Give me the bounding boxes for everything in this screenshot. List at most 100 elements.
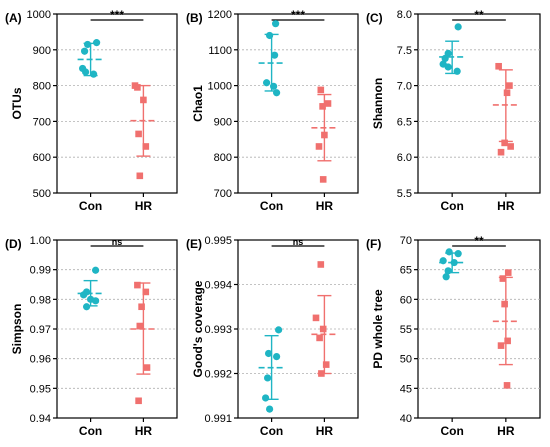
data-point bbox=[319, 103, 326, 110]
data-point bbox=[501, 139, 508, 147]
plot-frame bbox=[56, 13, 178, 194]
y-tick-label: 7.0 bbox=[397, 81, 412, 93]
data-point bbox=[83, 303, 91, 311]
data-point bbox=[266, 405, 274, 413]
group-hr bbox=[130, 82, 157, 180]
y-tick-label: 900 bbox=[33, 45, 51, 57]
data-point bbox=[318, 370, 325, 377]
data-point bbox=[319, 176, 327, 183]
data-point bbox=[321, 131, 328, 139]
y-tick-label: 7.5 bbox=[397, 45, 412, 57]
data-point bbox=[92, 297, 100, 305]
data-point bbox=[266, 31, 274, 40]
panel-c: 5.5 6.0 6.5 7.0 7.5 8.0 Con HR Shannon (C) ** bbox=[366, 8, 541, 213]
significance-label: ns bbox=[112, 237, 123, 247]
data-point bbox=[272, 20, 280, 28]
data-point bbox=[506, 82, 513, 89]
data-point bbox=[441, 54, 449, 62]
group-hr bbox=[492, 269, 519, 389]
plot-frame bbox=[237, 13, 359, 194]
panel-f: 40 45 50 55 60 65 70 Con HR PD whole tree (F) ** bbox=[366, 234, 541, 438]
data-point bbox=[90, 70, 98, 78]
data-point bbox=[312, 314, 320, 322]
x-tick-label: HR bbox=[135, 424, 153, 438]
data-point bbox=[82, 68, 90, 76]
panel-label: (E) bbox=[186, 237, 202, 251]
data-point bbox=[142, 288, 150, 296]
x-tick-label: Con bbox=[79, 424, 102, 438]
data-point bbox=[138, 303, 145, 311]
data-point bbox=[273, 89, 281, 97]
y-tick-label: 0.993 bbox=[204, 324, 232, 336]
data-point bbox=[501, 300, 508, 308]
y-tick-label: 6.5 bbox=[397, 116, 412, 128]
y-axis-label: Good's coverage bbox=[191, 280, 205, 377]
significance-label: *** bbox=[291, 8, 305, 22]
data-point bbox=[84, 40, 92, 49]
y-tick-label: 600 bbox=[33, 152, 51, 164]
data-point bbox=[273, 352, 281, 361]
panel-label: (D) bbox=[5, 237, 22, 251]
data-point bbox=[497, 148, 505, 156]
data-point bbox=[135, 130, 142, 138]
group-con bbox=[258, 20, 285, 97]
data-point bbox=[93, 39, 101, 47]
y-tick-label: 1000 bbox=[27, 9, 51, 21]
y-tick-label: 5.5 bbox=[397, 188, 412, 200]
data-point bbox=[503, 382, 511, 389]
y-tick-label: 0.994 bbox=[204, 280, 232, 292]
data-point bbox=[450, 258, 458, 267]
data-point bbox=[81, 47, 89, 55]
y-axis-label: Shannon bbox=[371, 78, 385, 129]
data-point bbox=[324, 100, 332, 107]
y-tick-label: 70 bbox=[400, 235, 412, 247]
group-con bbox=[258, 326, 285, 413]
panel-label: (A) bbox=[5, 11, 22, 25]
x-tick-label: HR bbox=[135, 199, 153, 213]
y-tick-label: 40 bbox=[400, 413, 412, 425]
x-tick-label: HR bbox=[497, 199, 515, 213]
data-point bbox=[499, 275, 507, 282]
panel-d: 0.94 0.95 0.96 0.97 0.98 0.99 1.00 Con HR Simpson… bbox=[5, 235, 178, 438]
data-point bbox=[503, 89, 511, 97]
data-point bbox=[136, 322, 144, 330]
y-tick-label: 700 bbox=[33, 116, 51, 128]
data-point bbox=[143, 364, 151, 371]
data-point bbox=[142, 143, 150, 150]
x-tick-label: Con bbox=[440, 199, 463, 213]
data-point bbox=[495, 62, 502, 70]
data-point bbox=[271, 51, 279, 59]
y-tick-label: 0.99 bbox=[30, 265, 51, 277]
data-point bbox=[136, 172, 144, 180]
group-con bbox=[439, 248, 466, 281]
x-tick-label: HR bbox=[316, 424, 334, 438]
significance-label: ns bbox=[293, 237, 304, 247]
data-point bbox=[453, 67, 461, 75]
y-tick-label: 1.00 bbox=[30, 235, 51, 247]
panel-label: (F) bbox=[366, 237, 381, 251]
data-point bbox=[317, 261, 325, 268]
y-tick-label: 1100 bbox=[208, 45, 232, 57]
data-point bbox=[316, 334, 323, 342]
data-point bbox=[80, 291, 88, 299]
y-tick-label: 1200 bbox=[208, 9, 232, 21]
y-axis-label: Chao1 bbox=[191, 85, 205, 122]
y-tick-label: 500 bbox=[33, 188, 51, 200]
group-hr bbox=[130, 281, 157, 405]
data-point bbox=[444, 63, 452, 71]
data-point bbox=[442, 273, 450, 281]
y-tick-label: 6.0 bbox=[397, 152, 412, 164]
data-point bbox=[134, 84, 141, 91]
x-tick-label: Con bbox=[440, 424, 463, 438]
y-tick-label: 50 bbox=[400, 354, 412, 366]
y-tick-label: 45 bbox=[400, 383, 412, 395]
panel-e: 0.991 0.992 0.993 0.994 0.995 Con HR Good's cov… bbox=[186, 235, 359, 438]
y-tick-label: 8.0 bbox=[397, 9, 412, 21]
group-hr bbox=[492, 62, 519, 156]
data-point bbox=[275, 326, 283, 334]
y-tick-label: 0.995 bbox=[204, 235, 232, 247]
panel-label: (B) bbox=[186, 11, 203, 25]
y-tick-label: 0.94 bbox=[30, 413, 51, 425]
x-tick-label: Con bbox=[260, 199, 283, 213]
data-point bbox=[504, 337, 511, 345]
